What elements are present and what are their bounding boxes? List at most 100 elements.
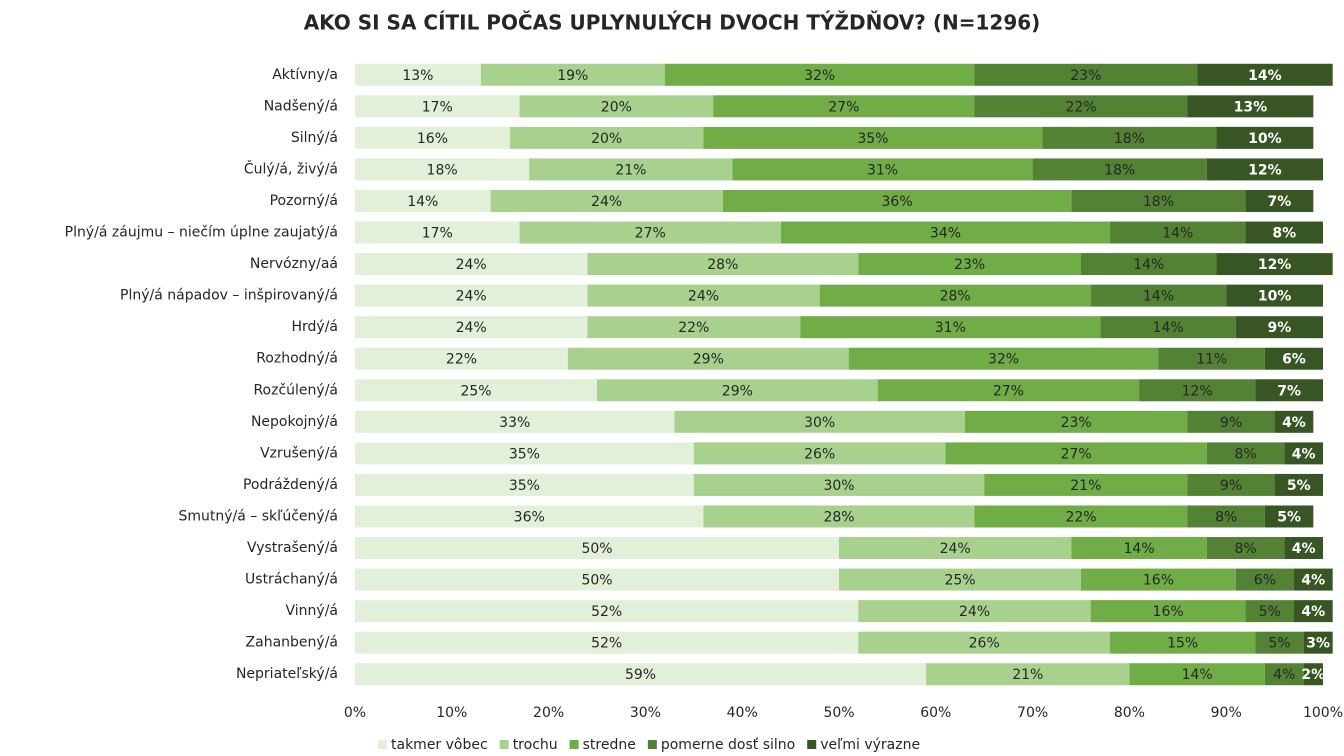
bar-segment <box>974 505 1188 528</box>
bar-segment <box>480 63 665 86</box>
bar-segment <box>355 95 520 118</box>
value-label: 35% <box>509 446 540 462</box>
bar-segment <box>1042 126 1217 149</box>
value-label: 17% <box>422 226 453 242</box>
chart-title: AKO SI SA CÍTIL POČAS UPLYNULÝCH DVOCH T… <box>304 11 1041 35</box>
value-label: 20% <box>601 99 632 115</box>
value-label: 27% <box>828 99 859 115</box>
value-label: 50% <box>581 541 612 557</box>
value-label: 22% <box>1065 99 1096 115</box>
bar-segment <box>587 316 801 339</box>
category-label: Ustráchaný/á <box>245 572 338 588</box>
x-tick-label: 80% <box>1114 705 1145 721</box>
bar-segment <box>355 63 481 86</box>
bar-segment <box>703 505 975 528</box>
bar-segment <box>800 316 1101 339</box>
bar-segment <box>355 505 704 528</box>
bar-segment <box>1216 126 1314 149</box>
value-label: 5% <box>1268 636 1290 652</box>
bar-segment <box>1206 442 1285 465</box>
value-label: 4% <box>1301 573 1325 589</box>
value-label: 30% <box>823 478 854 494</box>
bar-segment <box>355 442 694 465</box>
value-label: 24% <box>456 320 487 336</box>
value-label: 10% <box>1258 289 1292 305</box>
value-label: 13% <box>402 68 433 84</box>
bar-segment <box>1303 631 1333 654</box>
value-label: 32% <box>988 352 1019 368</box>
value-label: 4% <box>1273 667 1295 683</box>
value-label: 21% <box>1012 667 1043 683</box>
value-label: 29% <box>693 352 724 368</box>
bar-segment <box>1071 537 1207 560</box>
value-label: 28% <box>823 509 854 525</box>
bar-segment <box>1235 568 1294 591</box>
value-label: 3% <box>1306 636 1330 652</box>
value-label: 50% <box>581 573 612 589</box>
bar-segment <box>1071 189 1246 212</box>
value-label: 5% <box>1287 478 1311 494</box>
legend-label: trochu <box>513 737 558 753</box>
bar-segment <box>355 600 859 623</box>
value-label: 16% <box>1143 573 1174 589</box>
value-label: 23% <box>954 257 985 273</box>
bar-segment <box>1081 253 1217 276</box>
bar-segment <box>674 410 965 433</box>
bar-segment <box>355 410 675 433</box>
bar-segment <box>1264 505 1314 528</box>
bar-segment <box>355 347 568 370</box>
bar-segment <box>587 284 820 307</box>
x-tick-label: 10% <box>436 705 467 721</box>
category-label: Vystrašený/á <box>247 540 338 556</box>
bar-segment <box>703 126 1043 149</box>
value-label: 26% <box>804 446 835 462</box>
value-label: 16% <box>417 131 448 147</box>
value-label: 18% <box>1104 162 1135 178</box>
value-label: 13% <box>1234 99 1268 115</box>
bar-segment <box>713 95 975 118</box>
bar-segment <box>693 473 985 496</box>
bar-segment <box>839 568 1081 591</box>
value-label: 26% <box>969 636 1000 652</box>
value-label: 22% <box>1065 509 1096 525</box>
category-label: Nepokojný/á <box>251 414 338 430</box>
value-label: 14% <box>1162 226 1193 242</box>
value-label: 24% <box>940 541 971 557</box>
bar-segment <box>1216 253 1333 276</box>
bar-segment <box>1264 663 1304 686</box>
category-label: Plný/á nápadov – inšpirovaný/á <box>120 288 338 304</box>
value-label: 23% <box>1061 415 1092 431</box>
x-tick-label: 60% <box>920 705 951 721</box>
category-label: Pozorný/á <box>270 193 338 209</box>
bar-segment <box>490 189 723 212</box>
x-tick-label: 0% <box>344 705 366 721</box>
bar-segment <box>355 537 839 560</box>
bar-segment <box>1090 284 1227 307</box>
legend-label: stredne <box>583 737 636 753</box>
value-label: 28% <box>707 257 738 273</box>
bar-segment <box>1187 95 1314 118</box>
value-label: 18% <box>1143 194 1174 210</box>
category-label: Plný/á záujmu – niečím úplne zaujatý/á <box>65 225 338 241</box>
category-label: Podráždený/á <box>243 477 338 493</box>
value-label: 30% <box>804 415 835 431</box>
value-label: 18% <box>1114 131 1145 147</box>
value-label: 4% <box>1301 604 1325 620</box>
bar-segment <box>597 379 878 402</box>
value-label: 8% <box>1234 446 1256 462</box>
bar-segment <box>839 537 1072 560</box>
value-label: 22% <box>446 352 477 368</box>
bar-segment <box>858 600 1091 623</box>
value-label: 12% <box>1258 257 1292 273</box>
value-label: 25% <box>460 383 491 399</box>
value-label: 52% <box>591 604 622 620</box>
category-label: Hrdý/á <box>291 319 338 335</box>
value-label: 14% <box>1143 289 1174 305</box>
bar-segment <box>567 347 849 370</box>
x-tick-label: 20% <box>533 705 564 721</box>
value-label: 36% <box>882 194 913 210</box>
bar-segment <box>1187 410 1275 433</box>
legend-label: pomerne dosť silno <box>661 737 795 753</box>
bar-segment <box>848 347 1159 370</box>
bar-segment <box>1274 410 1314 433</box>
